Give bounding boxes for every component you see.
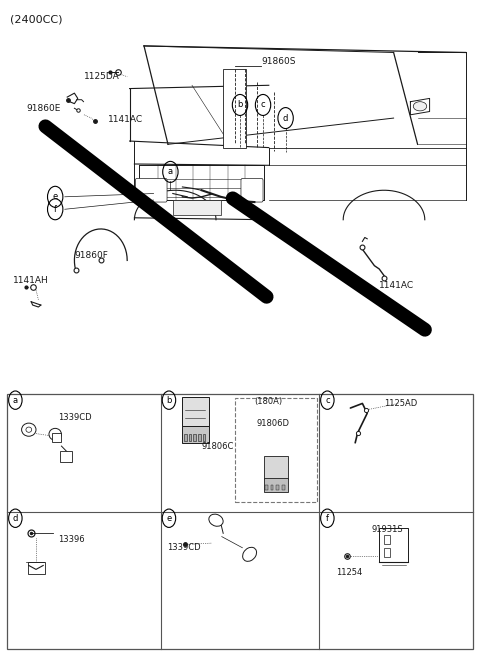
Ellipse shape — [26, 427, 32, 432]
Text: (2400CC): (2400CC) — [10, 14, 62, 24]
Text: d: d — [283, 113, 288, 123]
Bar — [184, 434, 187, 441]
Bar — [189, 434, 192, 441]
Bar — [282, 485, 285, 490]
FancyBboxPatch shape — [135, 178, 167, 202]
Bar — [52, 433, 61, 442]
Text: f: f — [326, 514, 329, 523]
Text: 1339CD: 1339CD — [58, 413, 91, 422]
Text: 1125DA: 1125DA — [84, 72, 120, 81]
Bar — [173, 200, 221, 215]
Text: 1141AC: 1141AC — [108, 115, 143, 124]
Text: 91806D: 91806D — [257, 419, 290, 428]
Ellipse shape — [49, 428, 61, 440]
Text: 91860F: 91860F — [74, 251, 108, 260]
Text: c: c — [261, 100, 265, 110]
Text: 91931S: 91931S — [372, 525, 404, 534]
Bar — [198, 434, 201, 441]
Bar — [276, 485, 279, 490]
Text: e: e — [167, 514, 171, 523]
Bar — [223, 69, 246, 148]
Ellipse shape — [242, 547, 257, 562]
Text: a: a — [168, 167, 173, 176]
Text: d: d — [12, 514, 18, 523]
Bar — [264, 478, 288, 492]
Bar — [28, 562, 45, 574]
Text: c: c — [325, 396, 330, 405]
Bar — [193, 434, 196, 441]
Text: b: b — [166, 396, 172, 405]
Bar — [60, 451, 72, 462]
Ellipse shape — [413, 102, 427, 111]
Text: b: b — [237, 100, 243, 110]
Text: e: e — [53, 192, 58, 201]
Text: 13396: 13396 — [58, 535, 84, 544]
Bar — [264, 456, 288, 479]
Text: a: a — [13, 396, 18, 405]
Text: 91860S: 91860S — [262, 56, 296, 66]
Text: (180A): (180A) — [254, 397, 283, 406]
Text: 91806C: 91806C — [202, 441, 234, 451]
Text: 1125AD: 1125AD — [384, 399, 418, 408]
Text: 11254: 11254 — [336, 567, 362, 577]
Bar — [384, 548, 390, 557]
Bar — [379, 528, 408, 562]
Text: 91860E: 91860E — [26, 104, 61, 113]
Text: 1339CD: 1339CD — [167, 543, 201, 552]
Bar — [7, 394, 473, 649]
Text: 1141AH: 1141AH — [13, 276, 49, 285]
Bar — [265, 485, 268, 490]
Text: f: f — [54, 205, 57, 214]
Bar — [271, 485, 274, 490]
Bar — [203, 434, 205, 441]
Text: 1141AC: 1141AC — [379, 281, 414, 290]
Bar — [235, 398, 317, 502]
Bar — [182, 397, 209, 426]
FancyBboxPatch shape — [241, 178, 263, 202]
Bar — [384, 535, 390, 544]
Ellipse shape — [209, 514, 223, 526]
Bar — [182, 426, 209, 443]
Ellipse shape — [22, 423, 36, 436]
